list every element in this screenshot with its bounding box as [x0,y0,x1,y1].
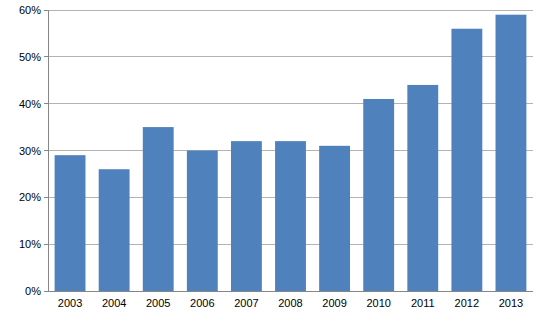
bar [55,155,86,291]
x-tick-label: 2009 [322,297,346,309]
y-tick-label: 30% [19,145,41,157]
bar [187,151,218,292]
grid-line [48,10,533,11]
y-tick-label: 0% [25,285,41,297]
x-tick-label: 2010 [366,297,390,309]
chart-container: 0% 10% 20% 30% 40% 50% 60% 2003 2004 2005 2006 2007… [0,0,543,323]
bar [407,85,438,291]
y-tick [44,291,48,292]
bar [231,141,262,291]
x-axis [48,291,533,292]
grid-line [48,291,533,292]
bars [55,15,527,291]
x-tick-label: 2005 [146,297,170,309]
y-tick-label: 50% [19,51,41,63]
y-tick [44,56,48,57]
x-tick-label: 2012 [455,297,479,309]
bar [143,127,174,291]
y-tick-label: 20% [19,191,41,203]
x-tick-label: 2008 [278,297,302,309]
y-tick-label: 60% [19,4,41,16]
x-tick-label: 2007 [234,297,258,309]
bar [99,169,130,291]
y-tick [44,10,48,11]
x-tick-label: 2011 [411,297,435,309]
y-tick-label: 10% [19,238,41,250]
y-tick [44,150,48,151]
y-axis [48,10,49,291]
y-tick [44,244,48,245]
x-tick-label: 2004 [102,297,126,309]
x-tick-label: 2006 [190,297,214,309]
bar [496,15,527,291]
bar [319,146,350,291]
y-tick [44,103,48,104]
x-tick-label: 2013 [499,297,523,309]
bar [451,29,482,291]
x-tick-label: 2003 [58,297,82,309]
chart-svg: 0% 10% 20% 30% 40% 50% 60% 2003 2004 2005 2006 2007… [0,0,543,323]
bar [363,99,394,291]
y-tick-label: 40% [19,98,41,110]
y-tick [44,197,48,198]
bar [275,141,306,291]
